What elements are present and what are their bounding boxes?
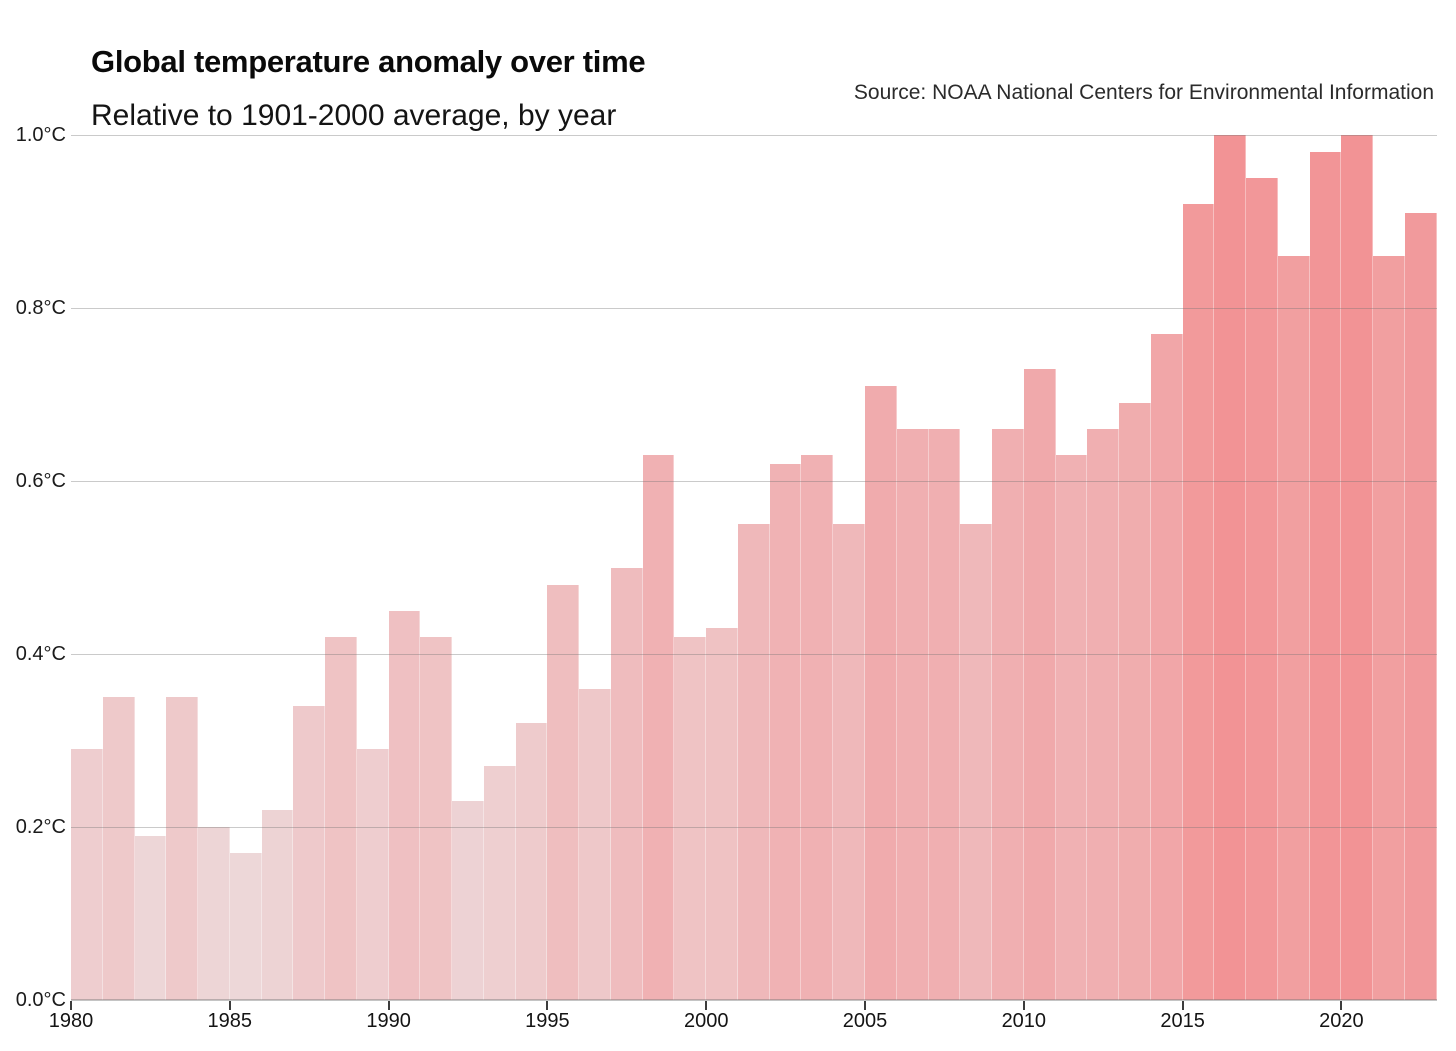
y-axis-label-0.2°C: 0.2°C	[15, 816, 66, 838]
bar-2004	[833, 524, 865, 1000]
bar-2012	[1087, 429, 1120, 1000]
bar-1998	[642, 455, 675, 1000]
bar-1990	[388, 610, 421, 1000]
bar-2011	[1055, 455, 1088, 1000]
bar-2022	[1404, 212, 1437, 1000]
gridline-0.2°C	[71, 826, 1437, 828]
x-axis-tick-2000	[705, 1001, 708, 1010]
x-axis-tick-2005	[864, 1001, 866, 1010]
bar-2000	[706, 628, 738, 1000]
x-axis-tick-1980	[70, 1001, 72, 1010]
bar-1986	[261, 809, 294, 1000]
x-axis-line	[71, 999, 1437, 1001]
x-axis-label-2000: 2000	[683, 1010, 729, 1032]
gridline-0.8°C	[71, 307, 1437, 309]
x-axis-tick-1995	[546, 1001, 549, 1010]
bar-1992	[452, 801, 484, 1000]
bar-2009	[992, 429, 1024, 1000]
bar-2013	[1119, 403, 1151, 1000]
bar-2020	[1341, 135, 1374, 1000]
bar-1983	[166, 697, 199, 1000]
bar-2015	[1182, 204, 1215, 1000]
bar-2021	[1373, 256, 1405, 1000]
bar-1987	[293, 705, 326, 1000]
x-axis-label-1990: 1990	[366, 1010, 411, 1032]
chart-title: Global temperature anomaly over time	[91, 43, 646, 79]
bar-1988	[325, 636, 357, 1000]
y-axis-label-1.0°C: 1.0°C	[15, 124, 66, 146]
y-axis-label-0.0°C: 0.0°C	[15, 989, 66, 1011]
x-axis-label-1995: 1995	[525, 1010, 570, 1032]
bar-2007	[928, 429, 961, 1000]
bar-2019	[1309, 152, 1342, 1000]
x-axis-label-2010: 2010	[1001, 1010, 1047, 1032]
bar-2017	[1246, 178, 1278, 1000]
x-axis-label-2020: 2020	[1319, 1010, 1364, 1032]
x-axis-tick-2015	[1181, 1001, 1184, 1010]
bar-1994	[515, 723, 548, 1000]
bar-2003	[801, 455, 834, 1000]
y-axis-label-0.4°C: 0.4°C	[15, 643, 66, 665]
y-axis-label-0.6°C: 0.6°C	[15, 470, 66, 492]
bar-2014	[1150, 333, 1183, 1000]
bar-1995	[547, 584, 580, 1000]
bar-1981	[102, 697, 135, 1000]
bar-1993	[483, 766, 516, 1000]
x-axis-label-2005: 2005	[842, 1010, 888, 1032]
y-axis-label-0.8°C: 0.8°C	[15, 297, 66, 319]
bar-1982	[134, 835, 167, 1000]
chart-subtitle: Relative to 1901-2000 average, by year	[91, 99, 617, 132]
bar-1997	[610, 567, 643, 1000]
bar-1980	[71, 749, 103, 1000]
bar-2010	[1023, 368, 1056, 1000]
x-axis-label-1985: 1985	[207, 1010, 253, 1032]
gridline-1.0°C	[71, 134, 1437, 136]
x-axis-tick-2010	[1022, 1001, 1025, 1010]
x-axis-tick-2020	[1340, 1001, 1343, 1010]
bar-1985	[229, 852, 262, 1000]
gridline-0.6°C	[71, 480, 1437, 482]
bar-1989	[356, 749, 389, 1000]
gridline-0.4°C	[71, 653, 1437, 655]
bar-2008	[960, 524, 993, 1000]
bar-2002	[769, 463, 802, 1000]
bar-2001	[737, 524, 770, 1000]
x-axis-tick-1985	[228, 1001, 231, 1010]
bar-2005	[865, 385, 897, 1000]
x-axis-tick-1990	[387, 1001, 390, 1010]
bar-1999	[674, 636, 707, 1000]
bar-1991	[420, 636, 453, 1000]
bar-1984	[198, 827, 230, 1000]
bar-2018	[1277, 256, 1310, 1000]
bar-2006	[896, 429, 929, 1000]
x-axis-label-2015: 2015	[1160, 1010, 1205, 1032]
source-note: Source: NOAA National Centers for Enviro…	[853, 81, 1434, 104]
bar-1996	[579, 688, 611, 1000]
x-axis-label-1980: 1980	[48, 1010, 94, 1032]
bar-2016	[1214, 135, 1247, 1000]
